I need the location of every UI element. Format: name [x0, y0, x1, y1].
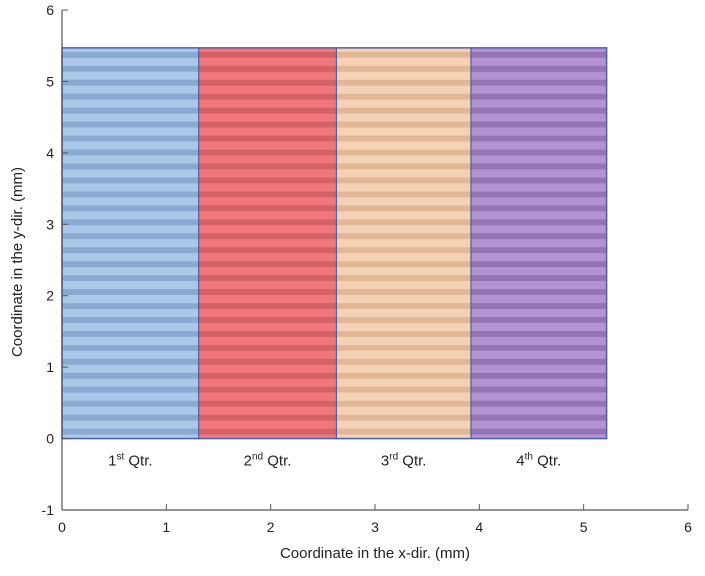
y-tick-label: 4	[46, 145, 54, 161]
x-tick-label: 6	[684, 519, 692, 535]
region-4: 4th Qtr.	[470, 47, 607, 470]
x-tick-label: 1	[162, 519, 170, 535]
x-tick-label: 0	[58, 519, 66, 535]
region-fill	[62, 47, 199, 439]
region-label: 1st Qtr.	[108, 452, 152, 470]
y-tick-label: -1	[42, 502, 55, 518]
y-tick-label: 1	[46, 359, 54, 375]
region-3: 3rd Qtr.	[336, 47, 471, 470]
region-fill	[336, 47, 471, 439]
region-fill	[198, 47, 337, 439]
region-fill	[470, 47, 607, 439]
region-2: 2nd Qtr.	[198, 47, 337, 470]
region-label: 2nd Qtr.	[244, 452, 292, 470]
y-tick-label: 0	[46, 431, 54, 447]
y-tick-label: 3	[46, 216, 54, 232]
region-label: 4th Qtr.	[516, 452, 561, 470]
x-tick-label: 4	[475, 519, 483, 535]
x-tick-label: 3	[371, 519, 379, 535]
x-tick-label: 2	[267, 519, 275, 535]
x-tick-label: 5	[580, 519, 588, 535]
y-tick-label: 6	[46, 2, 54, 18]
x-axis-title: Coordinate in the x-dir. (mm)	[280, 545, 470, 562]
y-axis-title: Coordinate in the y-dir. (mm)	[9, 167, 26, 357]
y-tick-label: 5	[46, 73, 54, 89]
region-1: 1st Qtr.	[62, 47, 199, 470]
y-tick-label: 2	[46, 288, 54, 304]
region-label: 3rd Qtr.	[381, 452, 427, 470]
plot-area: 1st Qtr. 2nd Qtr. 3rd Qtr. 4th Qtr.	[61, 47, 608, 470]
